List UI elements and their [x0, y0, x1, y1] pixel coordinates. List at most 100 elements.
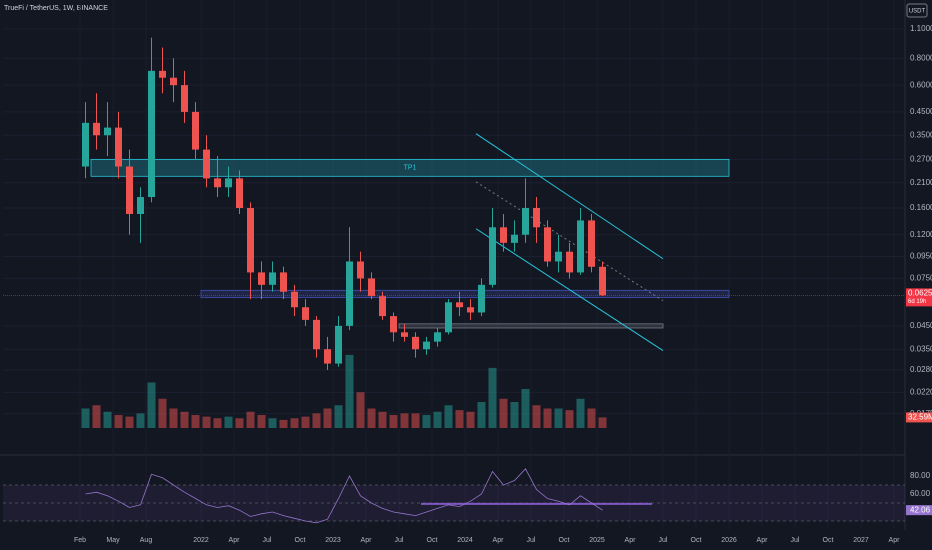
x-tick-label: Apr	[625, 537, 637, 544]
x-tick-label: Oct	[691, 537, 702, 544]
volume-bar	[246, 411, 255, 428]
volume-bar	[411, 413, 420, 428]
candle-body	[423, 341, 430, 350]
candle-body	[412, 336, 419, 350]
zone	[398, 323, 664, 329]
volume-bar	[92, 405, 101, 428]
volume-bar	[576, 398, 585, 428]
volume-bar	[114, 415, 123, 428]
rsi-value: 42.06	[910, 505, 931, 514]
x-tick-label: Jul	[659, 537, 668, 544]
candle-body	[291, 291, 298, 308]
currency-box[interactable]	[906, 3, 928, 18]
candle-body	[445, 302, 452, 333]
volume-bar	[268, 418, 277, 428]
candle-body	[148, 70, 155, 198]
volume-bar	[400, 413, 409, 428]
volume-bar	[477, 402, 486, 428]
candle-body	[324, 349, 331, 364]
volume-bar	[554, 408, 563, 428]
volume-bar	[378, 411, 387, 428]
volume-bar	[235, 418, 244, 428]
candle-body	[357, 261, 364, 279]
candle-body	[214, 178, 221, 188]
rsi-tick-label: 80.00	[910, 471, 931, 480]
trend-line	[475, 181, 664, 302]
volume-bar	[257, 415, 266, 428]
currency[interactable]: USDT	[909, 9, 926, 15]
x-tick-label: Jul	[527, 537, 536, 544]
x-tick-label: Jul	[791, 537, 800, 544]
rsi-tick-label: 60.00	[910, 489, 931, 498]
volume-bar	[455, 410, 464, 428]
candle-body	[478, 284, 485, 313]
candle-body	[467, 307, 474, 313]
x-tick-label: Oct	[559, 537, 570, 544]
x-tick-label: 2024	[457, 537, 473, 544]
x-tick-label: Jul	[263, 537, 272, 544]
volume-bar	[367, 408, 376, 428]
x-tick-label: Jul	[395, 537, 404, 544]
zone	[200, 289, 730, 299]
candle-body	[544, 227, 551, 262]
x-tick-label: Apr	[757, 537, 769, 544]
x-tick-label: Oct	[427, 537, 438, 544]
x-tick-label: Oct	[823, 537, 834, 544]
volume-bar	[466, 411, 475, 428]
volume-bar	[323, 408, 332, 428]
candle-body	[368, 278, 375, 297]
last-price: 0.0625	[908, 288, 932, 297]
trend-line	[475, 228, 664, 352]
volume-bar	[510, 402, 519, 428]
countdown: 6d 19h	[908, 299, 926, 305]
candle-body	[500, 227, 507, 243]
volume-bar	[136, 413, 145, 428]
candle-body	[159, 70, 166, 78]
rsi-tag	[906, 505, 932, 516]
volume-bar	[444, 405, 453, 428]
candle-body	[258, 272, 265, 285]
last-price-tag	[906, 288, 932, 307]
candle-body	[401, 332, 408, 337]
trend-line	[475, 133, 664, 260]
candle-body	[269, 272, 276, 285]
volume-bar	[488, 367, 497, 428]
candle-body	[236, 178, 243, 209]
x-tick-label: 2023	[325, 537, 341, 544]
volume-bar	[565, 410, 574, 428]
volume-bar	[433, 411, 442, 428]
candle-body	[390, 316, 397, 333]
candle-body	[115, 127, 122, 167]
volume-bar	[521, 389, 530, 428]
volume-bar	[499, 398, 508, 428]
candle-body	[577, 220, 584, 273]
candle-body	[313, 319, 320, 350]
volume-bar	[202, 416, 211, 428]
x-tick-label: Oct	[295, 537, 306, 544]
candle-body	[93, 122, 100, 136]
candle-body	[335, 325, 342, 364]
y-tick-label: 0.0220	[910, 388, 932, 397]
x-tick-label: May	[106, 537, 120, 544]
candle-body	[225, 178, 232, 188]
candle-body	[247, 208, 254, 273]
candle-body	[456, 302, 463, 308]
symbol-title: TrueFi / TetherUS, 1W, BINANCE	[4, 5, 108, 12]
x-tick-label: Apr	[889, 537, 901, 544]
volume-bar	[598, 417, 607, 428]
candle-body	[203, 149, 210, 179]
candle-body	[511, 234, 518, 243]
volume-bar	[158, 398, 167, 428]
volume-bar	[103, 411, 112, 428]
volume-bar	[81, 408, 90, 428]
